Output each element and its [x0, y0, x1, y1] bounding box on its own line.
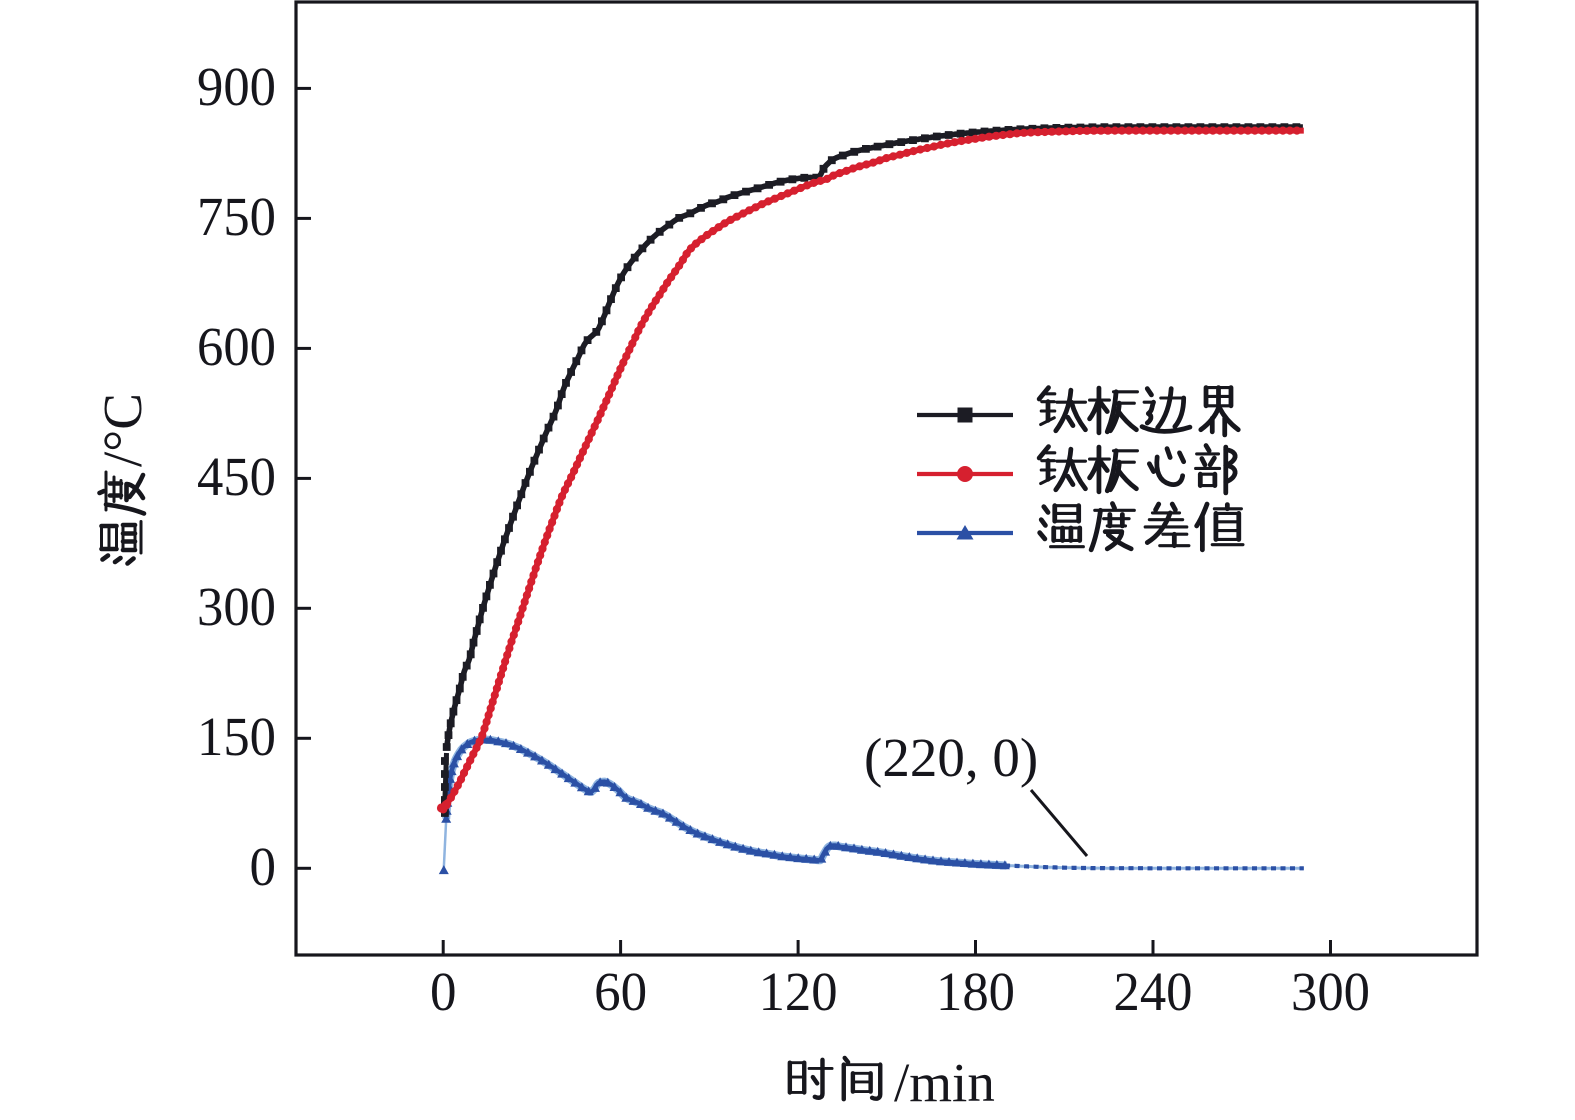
svg-text:/min: /min: [894, 1052, 995, 1113]
svg-text:60: 60: [594, 961, 647, 1022]
svg-text:150: 150: [197, 706, 276, 767]
svg-text:300: 300: [197, 576, 276, 637]
svg-text:750: 750: [197, 186, 276, 247]
svg-text:450: 450: [197, 446, 276, 507]
svg-text:240: 240: [1114, 961, 1193, 1022]
svg-text:900: 900: [197, 56, 276, 117]
svg-text:(220, 0): (220, 0): [864, 727, 1038, 788]
svg-text:300: 300: [1291, 961, 1370, 1022]
svg-text:/°C: /°C: [92, 393, 153, 467]
svg-text:0: 0: [250, 836, 277, 897]
svg-text:180: 180: [936, 961, 1015, 1022]
svg-text:600: 600: [197, 316, 276, 377]
svg-text:120: 120: [759, 961, 838, 1022]
svg-text:0: 0: [430, 961, 457, 1022]
